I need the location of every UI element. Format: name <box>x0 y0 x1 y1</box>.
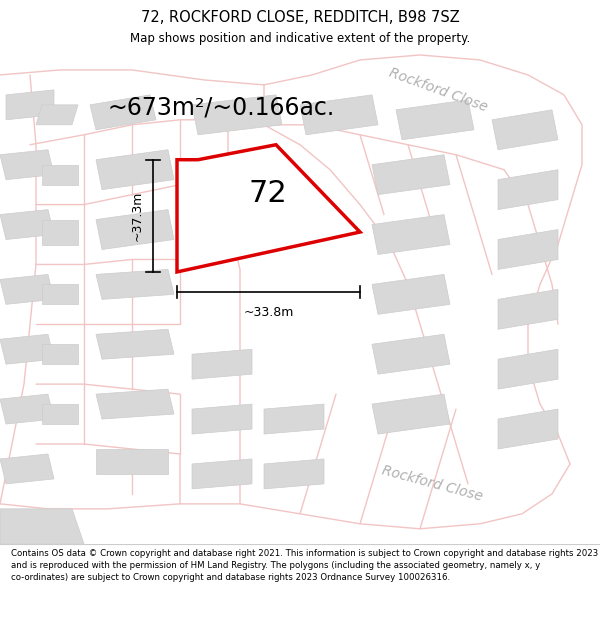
Text: Contains OS data © Crown copyright and database right 2021. This information is : Contains OS data © Crown copyright and d… <box>11 549 598 582</box>
Text: ~673m²/~0.166ac.: ~673m²/~0.166ac. <box>108 96 335 119</box>
Polygon shape <box>96 329 174 359</box>
Text: Rockford Close: Rockford Close <box>380 464 484 504</box>
Polygon shape <box>0 150 54 179</box>
Polygon shape <box>42 219 78 244</box>
Polygon shape <box>192 349 252 379</box>
Polygon shape <box>96 209 174 249</box>
Text: ~37.3m: ~37.3m <box>131 191 144 241</box>
Text: 72: 72 <box>248 179 287 208</box>
Text: 72, ROCKFORD CLOSE, REDDITCH, B98 7SZ: 72, ROCKFORD CLOSE, REDDITCH, B98 7SZ <box>140 10 460 25</box>
Polygon shape <box>0 274 54 304</box>
Polygon shape <box>498 349 558 389</box>
Polygon shape <box>372 214 450 254</box>
Polygon shape <box>264 459 324 489</box>
Polygon shape <box>372 394 450 434</box>
Polygon shape <box>498 229 558 269</box>
Polygon shape <box>492 110 558 150</box>
Polygon shape <box>498 409 558 449</box>
Polygon shape <box>372 155 450 194</box>
Polygon shape <box>42 165 78 184</box>
Polygon shape <box>192 95 282 135</box>
Polygon shape <box>96 389 174 419</box>
Polygon shape <box>396 100 474 140</box>
Polygon shape <box>96 449 168 474</box>
Polygon shape <box>0 334 54 364</box>
Polygon shape <box>96 269 174 299</box>
Polygon shape <box>264 404 324 434</box>
Polygon shape <box>192 404 252 434</box>
Polygon shape <box>0 509 84 544</box>
Text: ~33.8m: ~33.8m <box>244 306 293 319</box>
Polygon shape <box>6 90 54 120</box>
Polygon shape <box>36 105 78 125</box>
Polygon shape <box>0 454 54 484</box>
Polygon shape <box>90 95 156 130</box>
Polygon shape <box>498 289 558 329</box>
Polygon shape <box>0 394 54 424</box>
Text: Map shows position and indicative extent of the property.: Map shows position and indicative extent… <box>130 32 470 46</box>
Polygon shape <box>96 150 174 189</box>
Polygon shape <box>42 284 78 304</box>
Polygon shape <box>498 169 558 209</box>
Polygon shape <box>42 344 78 364</box>
Polygon shape <box>192 459 252 489</box>
Polygon shape <box>0 209 54 239</box>
Polygon shape <box>177 145 360 272</box>
Polygon shape <box>372 334 450 374</box>
Polygon shape <box>42 404 78 424</box>
Text: Rockford Close: Rockford Close <box>387 66 489 114</box>
Polygon shape <box>372 274 450 314</box>
Polygon shape <box>300 95 378 135</box>
